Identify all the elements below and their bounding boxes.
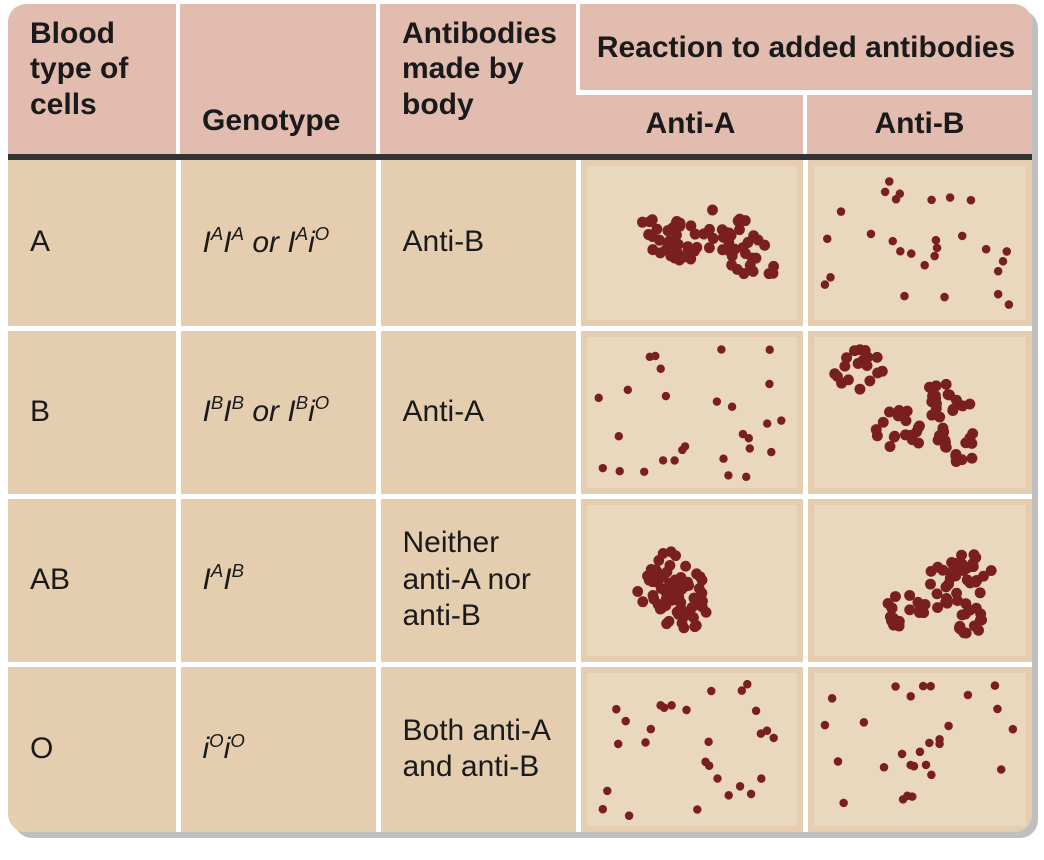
blood-type-value: O <box>8 721 176 778</box>
cell-blood-type: O <box>8 664 178 832</box>
genotype-value: IAIA or IAiO <box>181 214 376 272</box>
col-subheader-anti-b-text: Anti-B <box>807 107 1032 141</box>
cell-genotype: IAIA or IAiO <box>178 160 378 328</box>
col-header-reaction-group: Reaction to added antibodies <box>578 4 1032 92</box>
cell-reaction-anti-a <box>578 160 805 328</box>
table-row: BIBIB or IBiOAnti-A <box>8 328 1032 496</box>
cell-blood-type: B <box>8 328 178 496</box>
col-header-genotype-text: Genotype <box>180 91 376 154</box>
cell-reaction-anti-b <box>805 664 1032 832</box>
genotype-value: IAIB <box>181 551 376 609</box>
genotype-value: IBIB or IBiO <box>181 383 376 441</box>
cell-genotype: IAIB <box>178 496 378 664</box>
col-header-genotype: Genotype <box>178 4 378 154</box>
cell-antibodies: Both anti-A and anti-B <box>378 664 578 832</box>
cell-reaction-anti-a <box>578 328 805 496</box>
cell-reaction-anti-a <box>578 496 805 664</box>
col-subheader-anti-b: Anti-B <box>805 92 1032 154</box>
cell-reaction-anti-a <box>578 664 805 832</box>
cell-blood-type: AB <box>8 496 178 664</box>
col-subheader-anti-a-text: Anti-A <box>578 107 803 141</box>
cell-reaction-anti-b <box>805 328 1032 496</box>
cell-genotype: IBIB or IBiO <box>178 328 378 496</box>
col-header-blood-type: Blood type of cells <box>8 4 178 154</box>
reaction-visual <box>587 337 797 488</box>
blood-type-value: AB <box>8 552 176 609</box>
cell-blood-type: A <box>8 160 178 328</box>
reaction-visual <box>587 166 797 320</box>
reaction-visual <box>814 505 1027 656</box>
blood-type-value: A <box>8 214 176 271</box>
cell-genotype: iOiO <box>178 664 378 832</box>
reaction-visual <box>587 673 797 827</box>
reaction-visual <box>587 505 797 656</box>
table-row: AIAIA or IAiOAnti-B <box>8 160 1032 328</box>
col-header-antibodies: Antibodies made by body <box>378 4 578 154</box>
antibodies-value: Anti-A <box>381 384 576 441</box>
cell-antibodies: Anti-B <box>378 160 578 328</box>
antibodies-value: Both anti-A and anti-B <box>381 703 576 796</box>
table-row: OiOiOBoth anti-A and anti-B <box>8 664 1032 832</box>
reaction-visual <box>814 673 1027 827</box>
reaction-visual <box>814 166 1027 320</box>
col-header-antibodies-text: Antibodies made by body <box>380 4 576 132</box>
antibodies-value: Neither anti-A nor anti-B <box>381 515 576 645</box>
cell-reaction-anti-b <box>805 160 1032 328</box>
table-row: ABIAIBNeither anti-A nor anti-B <box>8 496 1032 664</box>
cell-antibodies: Neither anti-A nor anti-B <box>378 496 578 664</box>
cell-reaction-anti-b <box>805 496 1032 664</box>
blood-type-value: B <box>8 384 176 441</box>
reaction-visual <box>814 337 1027 488</box>
blood-type-table: Blood type of cells Genotype Antibodies … <box>8 4 1032 832</box>
antibodies-value: Anti-B <box>381 214 576 271</box>
col-header-blood-type-text: Blood type of cells <box>8 4 176 132</box>
genotype-value: iOiO <box>181 720 376 778</box>
col-header-reaction-group-text: Reaction to added antibodies <box>580 18 1032 75</box>
cell-antibodies: Anti-A <box>378 328 578 496</box>
blood-type-table-card: Blood type of cells Genotype Antibodies … <box>8 4 1032 832</box>
col-subheader-anti-a: Anti-A <box>578 92 805 154</box>
